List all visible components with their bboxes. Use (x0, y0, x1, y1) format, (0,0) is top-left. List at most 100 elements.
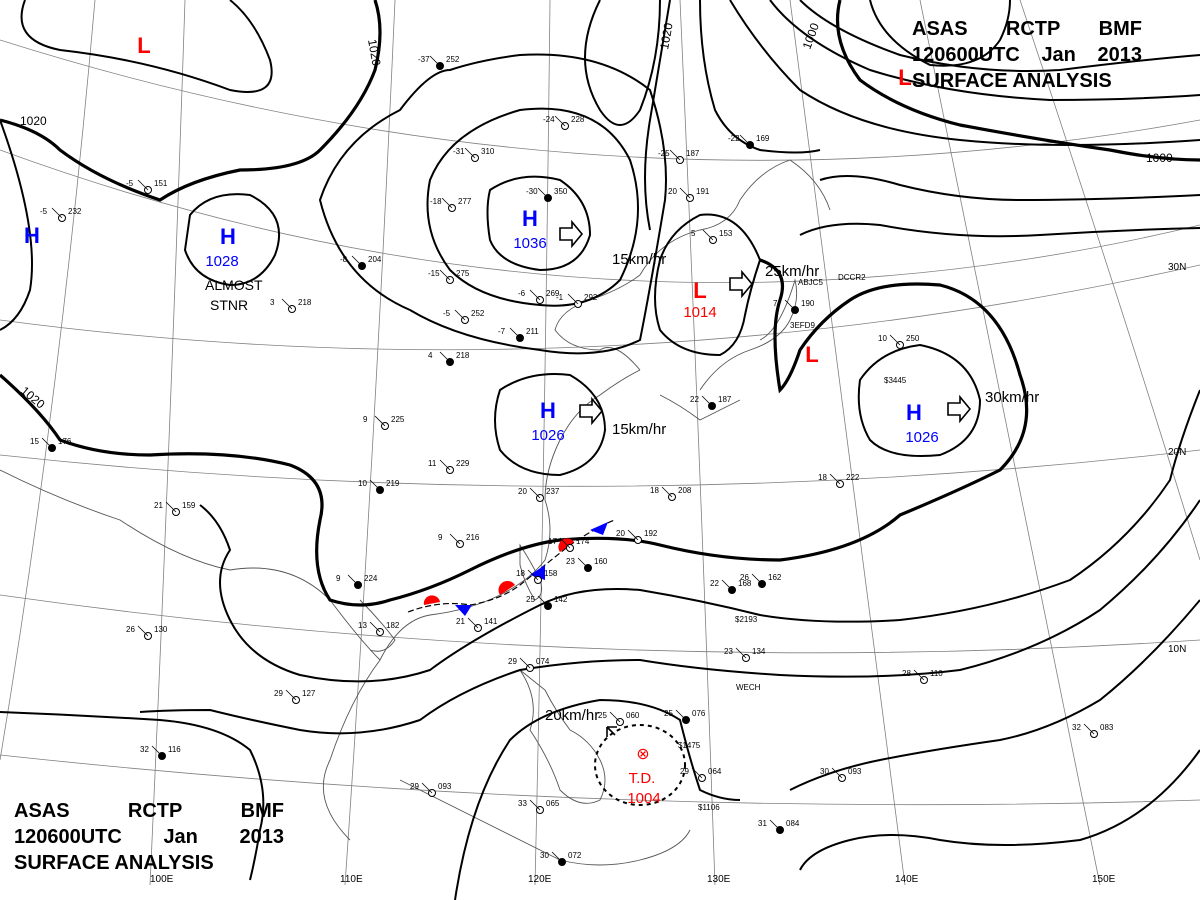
station-temp: 26 (126, 625, 135, 634)
coast-kyushu (659, 394, 741, 421)
wind-barb (165, 501, 177, 513)
station-temp: 29 (410, 782, 419, 791)
front-line (407, 519, 616, 613)
station-pressure: 277 (458, 197, 472, 206)
station-pressure: 228 (571, 115, 585, 124)
station-pressure: 153 (719, 229, 733, 238)
station-pressure: 350 (554, 187, 568, 196)
station-pressure: 116 (168, 745, 181, 754)
title-block-bottom: ASAS RCTP BMF 120600UTC Jan 2013 SURFACE… (14, 798, 284, 876)
isobar-pacific-north (819, 175, 1200, 202)
station-temp: -37 (418, 55, 430, 64)
wind-barb (537, 187, 549, 199)
wind-barb (441, 197, 453, 209)
wind-barb (439, 269, 451, 281)
wind-barb (913, 669, 925, 681)
high-1026-china-motion: 15km/hr (612, 421, 666, 438)
station-temp: -5 (443, 309, 451, 318)
lon-label-100e: 100E (150, 874, 174, 885)
high-1026-china-value: 1026 (531, 427, 564, 444)
station-pressure: 093 (848, 767, 862, 776)
title-bottom-line2: 120600UTC Jan 2013 (14, 824, 284, 850)
grid-labels: 100E 110E 120E 130E 140E 150E 30N 20N 10… (150, 262, 1186, 885)
station-temp: 20 (616, 529, 625, 538)
wind-barb (51, 207, 63, 219)
isobar-label-2: 1020 (20, 114, 47, 128)
wind-barb (1083, 723, 1095, 735)
warm-front-symbol-1 (423, 595, 440, 605)
ship-code-8: $1106 (698, 803, 720, 812)
isobar-ne-3 (769, 0, 1200, 102)
title-bottom-time: 120600UTC (14, 826, 122, 848)
td-circle-group (594, 724, 686, 806)
title-bottom-month: Jan (163, 826, 198, 848)
station-pressure: 211 (526, 327, 539, 336)
stationary-front (407, 519, 616, 616)
parallel-20n (0, 449, 1200, 487)
station-temp: 26 (740, 573, 749, 582)
isobar-low-ne (869, 0, 1011, 67)
wind-barb (421, 782, 433, 794)
station-pressure: 218 (298, 298, 312, 307)
isobar-high-1026-china (494, 373, 607, 477)
ship-code-4: WECH (736, 683, 761, 692)
motion-arrow-1036 (559, 219, 584, 249)
station-temp: 29 (680, 767, 689, 776)
station-pressure: 222 (846, 473, 860, 482)
parallel-40n (0, 149, 1200, 283)
high-1036-value: 1036 (513, 235, 546, 252)
station-temp: 7 (773, 299, 778, 308)
station-temp: -15 (428, 269, 440, 278)
station-pressure: 292 (584, 293, 598, 302)
cold-front-symbol-3 (590, 522, 608, 535)
meridian-100e (149, 0, 186, 886)
ship-code-5: $3445 (884, 376, 907, 385)
station-pressure: 151 (154, 179, 168, 188)
station-pressure: 060 (626, 711, 640, 720)
wind-barb (137, 625, 149, 637)
isobar-high-1036 (486, 175, 592, 272)
isobar-label-1: 1020 (365, 38, 383, 67)
station-temp: 18 (516, 569, 525, 578)
station-temp: 22 (690, 395, 699, 404)
wind-barb (559, 537, 571, 549)
isobar-1020-ne (644, 0, 671, 231)
station-pressure: 216 (466, 533, 480, 542)
station-temp: 30 (820, 767, 829, 776)
high-1036-motion: 15km/hr (612, 251, 666, 268)
station-pressure: 275 (456, 269, 470, 278)
high-1036-letter: H (522, 206, 538, 231)
station-labels: 350-30310-31228-24252-37277-18275-15204-… (30, 55, 1114, 860)
station-pressure: 127 (302, 689, 316, 698)
isobar-west (0, 119, 33, 331)
wind-barb (464, 147, 476, 159)
wind-barb (429, 55, 441, 67)
station-temp: 29 (508, 657, 517, 666)
wind-barb (529, 799, 541, 811)
station-pressure: 065 (546, 799, 560, 808)
station-temp: -22 (728, 134, 740, 143)
station-temp: -7 (498, 327, 506, 336)
isobar-ne-4 (799, 0, 1200, 72)
station-pressure: 160 (594, 557, 608, 566)
station-temp: 25 (526, 595, 535, 604)
wind-barb (527, 569, 539, 581)
station-temp: 5 (691, 229, 696, 238)
isobar-high-1028 (183, 193, 280, 287)
isobar-1028-outer (318, 53, 667, 355)
station-temp: 28 (902, 669, 911, 678)
title-top-month: Jan (1041, 44, 1076, 66)
station-pressure: 084 (786, 819, 800, 828)
station-pressure: 269 (546, 289, 560, 298)
station-temp: -6 (518, 289, 526, 298)
station-temp: 9 (336, 574, 341, 583)
wind-barb (701, 395, 713, 407)
high-1028-note-2: STNR (210, 297, 248, 313)
coastlines (0, 159, 831, 866)
high-1026-china-letter: H (540, 398, 556, 423)
station-pressure: 187 (718, 395, 732, 404)
station-temp: 21 (456, 617, 465, 626)
wind-barb (829, 473, 841, 485)
station-temp: 29 (274, 689, 283, 698)
